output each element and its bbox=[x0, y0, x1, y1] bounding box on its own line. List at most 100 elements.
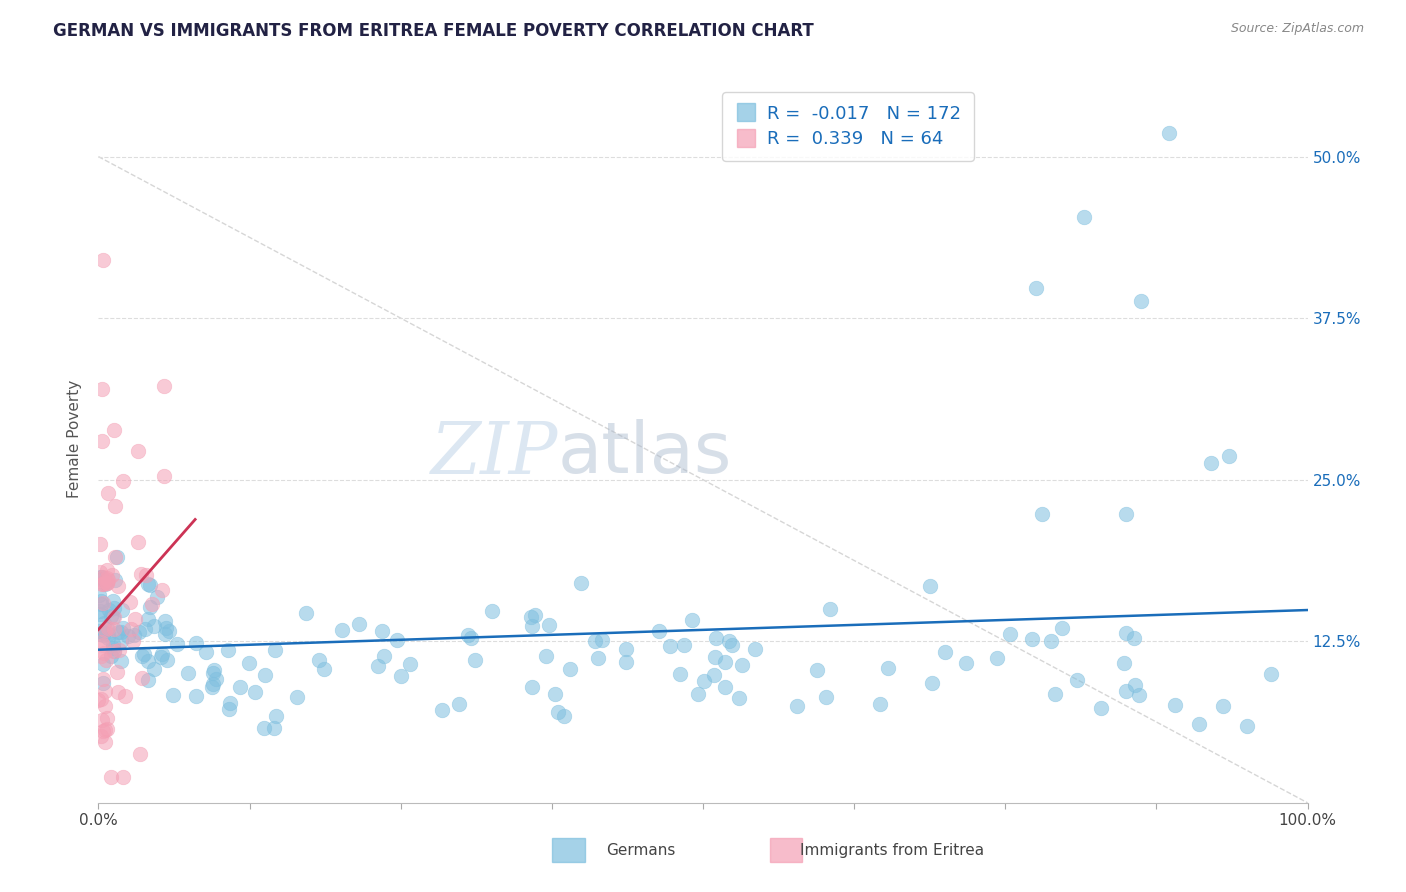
Point bbox=[111, 621, 134, 635]
Point bbox=[134, 623, 156, 637]
Point bbox=[1050, 621, 1073, 635]
Point bbox=[524, 608, 547, 623]
Point bbox=[254, 668, 277, 682]
Point bbox=[97, 632, 120, 646]
Point bbox=[96, 711, 118, 725]
Point bbox=[1128, 688, 1150, 702]
Point bbox=[122, 634, 145, 648]
Point bbox=[94, 735, 117, 749]
Point bbox=[243, 684, 266, 698]
Point bbox=[534, 649, 557, 664]
Point bbox=[1112, 656, 1135, 670]
Point bbox=[1043, 687, 1066, 701]
Point bbox=[263, 721, 285, 735]
Point bbox=[94, 623, 117, 637]
Point bbox=[103, 600, 125, 615]
Point bbox=[111, 603, 134, 617]
Point bbox=[96, 563, 118, 577]
Point bbox=[1218, 449, 1240, 463]
Point bbox=[204, 663, 226, 677]
FancyBboxPatch shape bbox=[551, 838, 585, 862]
Point bbox=[1129, 294, 1152, 309]
Point bbox=[143, 663, 166, 677]
Point bbox=[1073, 210, 1095, 224]
Point bbox=[128, 625, 150, 640]
Point bbox=[122, 628, 145, 642]
Point bbox=[87, 624, 110, 639]
Point bbox=[869, 698, 891, 712]
Point bbox=[217, 642, 239, 657]
Point bbox=[90, 577, 112, 591]
Point bbox=[659, 640, 682, 654]
Point bbox=[986, 651, 1008, 665]
Point bbox=[91, 673, 114, 687]
Point bbox=[103, 423, 125, 437]
Point bbox=[201, 677, 224, 691]
Point bbox=[703, 667, 725, 681]
Point bbox=[720, 638, 742, 652]
Point bbox=[229, 680, 252, 694]
Point bbox=[93, 576, 115, 591]
Point bbox=[693, 674, 716, 689]
Point bbox=[1236, 719, 1258, 733]
Point bbox=[264, 643, 287, 657]
Point bbox=[96, 576, 118, 591]
Point bbox=[648, 624, 671, 638]
Point bbox=[91, 638, 114, 652]
Point bbox=[583, 634, 606, 648]
Point bbox=[96, 653, 118, 667]
Point bbox=[110, 654, 132, 668]
Point bbox=[728, 690, 751, 705]
Text: Source: ZipAtlas.com: Source: ZipAtlas.com bbox=[1230, 22, 1364, 36]
Point bbox=[128, 747, 150, 761]
Point bbox=[673, 638, 696, 652]
Point bbox=[96, 572, 118, 586]
Point bbox=[105, 665, 128, 680]
Point bbox=[520, 610, 543, 624]
Point bbox=[138, 576, 160, 591]
Point bbox=[89, 565, 111, 579]
Point bbox=[918, 579, 941, 593]
Point bbox=[703, 650, 725, 665]
Text: Immigrants from Eritrea: Immigrants from Eritrea bbox=[800, 843, 984, 857]
Point bbox=[1024, 281, 1046, 295]
Point bbox=[1123, 678, 1146, 692]
Point bbox=[90, 597, 112, 611]
Point bbox=[157, 624, 180, 639]
Point bbox=[100, 568, 122, 582]
Point bbox=[87, 627, 110, 641]
Point bbox=[87, 589, 110, 603]
Point bbox=[367, 658, 389, 673]
Point bbox=[91, 628, 114, 642]
Point bbox=[449, 698, 471, 712]
Point bbox=[553, 709, 575, 723]
Point bbox=[97, 573, 120, 587]
Point bbox=[955, 657, 977, 671]
Point bbox=[194, 645, 217, 659]
Point bbox=[669, 667, 692, 681]
Point bbox=[127, 535, 149, 549]
Point bbox=[1212, 698, 1234, 713]
Point bbox=[90, 569, 112, 583]
Point bbox=[127, 443, 149, 458]
Point bbox=[704, 632, 727, 646]
Point bbox=[1260, 667, 1282, 681]
Point bbox=[104, 574, 127, 588]
Point bbox=[100, 608, 122, 623]
Point bbox=[295, 607, 318, 621]
Point bbox=[136, 673, 159, 687]
Point bbox=[149, 649, 172, 664]
Point bbox=[818, 602, 841, 616]
Point bbox=[104, 549, 127, 564]
FancyBboxPatch shape bbox=[769, 838, 803, 862]
Point bbox=[314, 662, 336, 676]
Point bbox=[1115, 684, 1137, 698]
Point bbox=[93, 684, 115, 698]
Point bbox=[107, 579, 129, 593]
Point bbox=[91, 657, 114, 671]
Point bbox=[285, 690, 308, 704]
Point bbox=[591, 633, 613, 648]
Point bbox=[131, 672, 153, 686]
Point bbox=[91, 570, 114, 584]
Point bbox=[806, 663, 828, 677]
